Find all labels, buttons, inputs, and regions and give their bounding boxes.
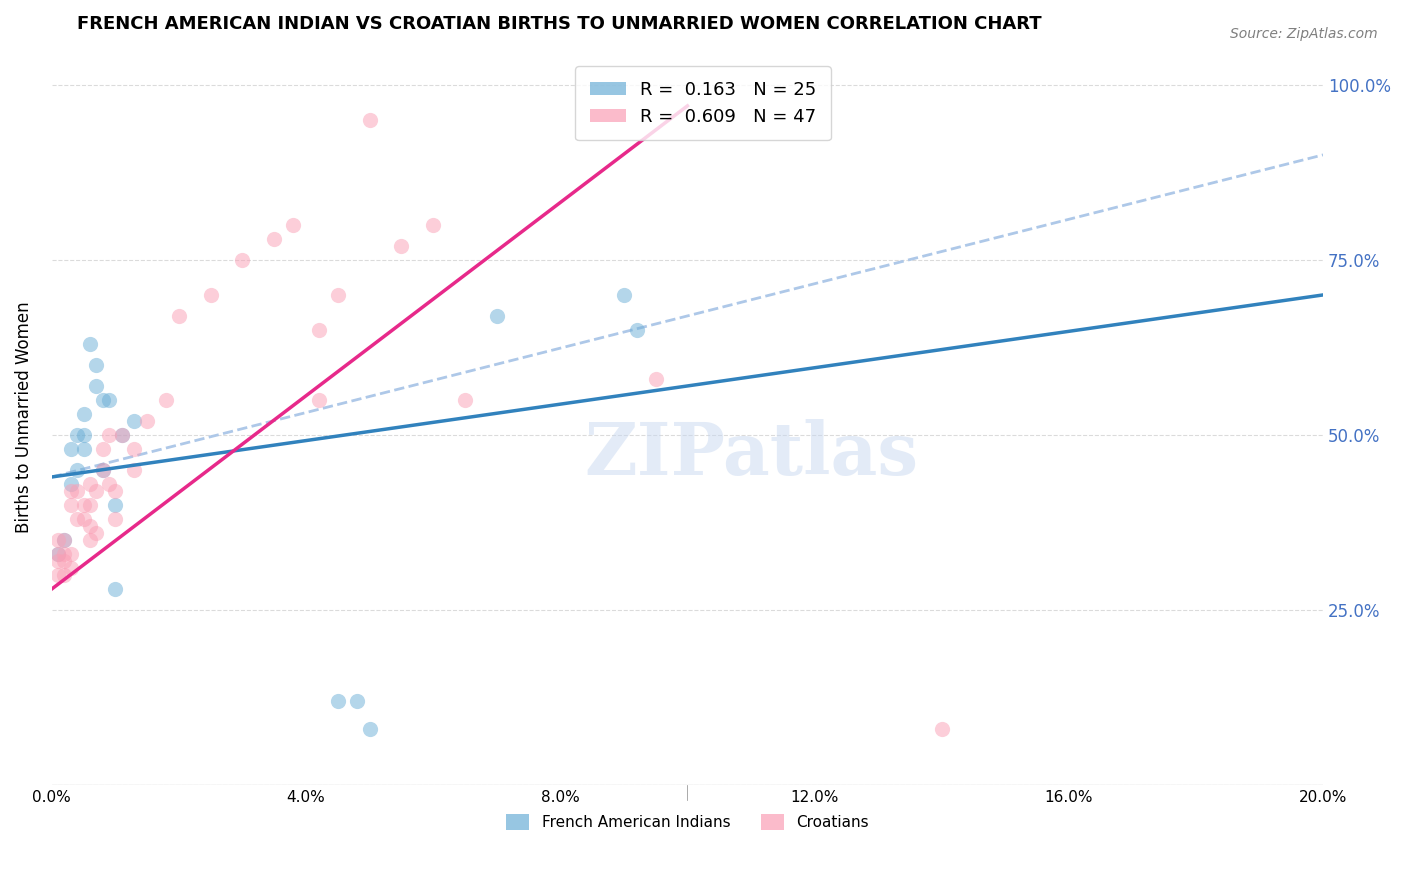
Point [308, 392, 330, 407]
Point [613, 288, 636, 302]
Point [91, 392, 114, 407]
Point [389, 239, 412, 253]
Point [326, 288, 349, 302]
Point [359, 112, 381, 127]
Point [46, 554, 69, 568]
Point [59, 477, 82, 491]
Text: Source: ZipAtlas.com: Source: ZipAtlas.com [1230, 27, 1378, 41]
Point [111, 428, 134, 442]
Point [72, 428, 94, 442]
Point [84, 358, 107, 372]
Point [91, 463, 114, 477]
Point [46, 547, 69, 561]
Point [104, 498, 127, 512]
Point [97, 477, 120, 491]
Point [72, 498, 94, 512]
Point [124, 463, 146, 477]
Point [59, 442, 82, 456]
Point [66, 512, 89, 526]
Point [167, 309, 190, 323]
Point [66, 483, 89, 498]
Point [124, 414, 146, 428]
Point [931, 722, 953, 736]
Point [72, 407, 94, 421]
Point [59, 561, 82, 575]
Point [104, 512, 127, 526]
Legend: French American Indians, Croatians: French American Indians, Croatians [501, 808, 875, 837]
Point [53, 533, 76, 547]
Point [136, 414, 159, 428]
Point [91, 442, 114, 456]
Point [53, 547, 76, 561]
Point [79, 519, 101, 533]
Point [200, 288, 222, 302]
Point [283, 218, 305, 232]
Point [72, 442, 94, 456]
Point [104, 483, 127, 498]
Point [626, 323, 648, 337]
Point [84, 526, 107, 541]
Point [346, 694, 368, 708]
Text: FRENCH AMERICAN INDIAN VS CROATIAN BIRTHS TO UNMARRIED WOMEN CORRELATION CHART: FRENCH AMERICAN INDIAN VS CROATIAN BIRTH… [77, 15, 1042, 33]
Point [485, 309, 508, 323]
Point [326, 694, 349, 708]
Point [72, 512, 94, 526]
Point [46, 568, 69, 582]
Point [84, 379, 107, 393]
Point [53, 568, 76, 582]
Point [84, 483, 107, 498]
Point [155, 392, 177, 407]
Point [231, 252, 253, 267]
Point [359, 722, 381, 736]
Point [97, 428, 120, 442]
Point [454, 392, 477, 407]
Text: ZIPatlas: ZIPatlas [583, 418, 918, 490]
Point [111, 428, 134, 442]
Point [644, 372, 666, 386]
Point [263, 232, 285, 246]
Point [59, 547, 82, 561]
Point [91, 463, 114, 477]
Point [79, 337, 101, 351]
Point [124, 442, 146, 456]
Point [53, 533, 76, 547]
Point [79, 533, 101, 547]
Y-axis label: Births to Unmarried Women: Births to Unmarried Women [15, 301, 32, 533]
Point [66, 428, 89, 442]
Point [53, 554, 76, 568]
Point [97, 392, 120, 407]
Point [59, 498, 82, 512]
Point [66, 463, 89, 477]
Point [79, 477, 101, 491]
Point [59, 483, 82, 498]
Point [46, 533, 69, 547]
Point [104, 582, 127, 596]
Point [79, 498, 101, 512]
Point [46, 547, 69, 561]
Point [308, 323, 330, 337]
Point [422, 218, 444, 232]
